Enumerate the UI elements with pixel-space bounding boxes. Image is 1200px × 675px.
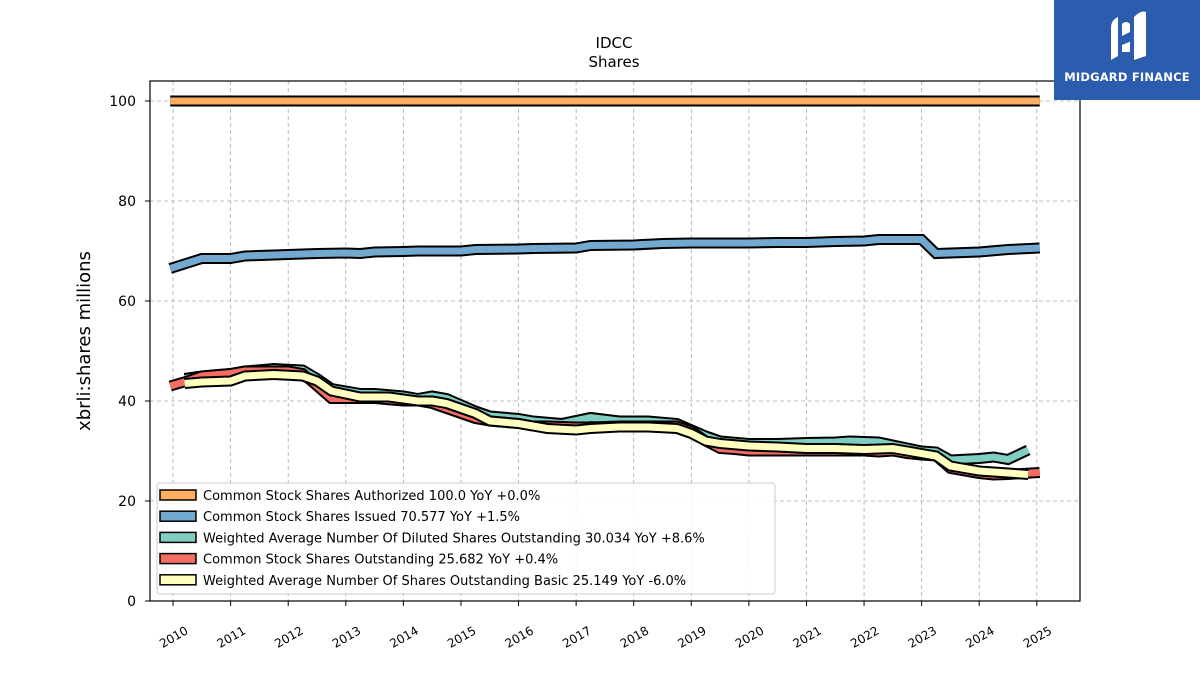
series-2 <box>168 234 1040 274</box>
y-tick-label: 40 <box>118 394 136 410</box>
plot-frame <box>149 80 1081 602</box>
midgard-logo-icon <box>1111 11 1146 60</box>
x-tick-label: 2025 <box>1021 623 1054 650</box>
y-axis-ticks: 0 20 40 60 80 100 <box>109 94 150 610</box>
series-5 <box>184 368 1029 480</box>
legend-swatch <box>159 510 197 522</box>
x-tick-label: 2021 <box>791 623 824 650</box>
x-tick-label: 2011 <box>215 623 248 650</box>
x-tick-label: 2015 <box>445 623 478 650</box>
legend-label: Common Stock Shares Outstanding 25.682 Y… <box>203 553 558 568</box>
series-line <box>169 236 1040 272</box>
x-tick-label: 2020 <box>733 623 766 650</box>
x-tick-label: 2010 <box>157 623 190 650</box>
y-tick-label: 0 <box>127 594 136 610</box>
x-tick-label: 2014 <box>387 623 420 650</box>
series-lines <box>168 95 1041 481</box>
legend: Common Stock Shares Authorized 100.0 YoY… <box>156 482 776 595</box>
legend-swatch <box>159 531 197 544</box>
x-tick-label: 2022 <box>848 623 881 650</box>
legend-label: Common Stock Shares Authorized 100.0 YoY… <box>203 489 540 504</box>
x-axis-ticks: 2010 2011 2012 2013 2014 2015 2016 2017 2018 2019… <box>157 601 1054 651</box>
legend-swatch <box>159 574 197 586</box>
brand-name: MIDGARD FINANCE <box>1064 70 1190 84</box>
legend-swatch <box>159 489 197 501</box>
x-tick-label: 2012 <box>272 623 305 650</box>
logo-badge: MIDGARD FINANCE <box>1054 0 1200 100</box>
x-tick-label: 2019 <box>675 623 708 650</box>
x-tick-label: 2024 <box>963 623 996 650</box>
chart-title-line2: Shares <box>588 53 639 71</box>
x-tick-label: 2017 <box>560 623 593 650</box>
y-tick-label: 60 <box>118 294 136 310</box>
y-tick-label: 80 <box>118 194 136 210</box>
legend-frame <box>156 482 776 595</box>
legend-label: Weighted Average Number Of Shares Outsta… <box>203 574 686 589</box>
legend-swatch <box>159 552 197 565</box>
y-tick-label: 20 <box>118 494 136 510</box>
chart-title-line1: IDCC <box>596 34 633 52</box>
x-tick-label: 2018 <box>618 623 651 650</box>
series-line <box>184 370 1029 478</box>
y-tick-label: 100 <box>109 94 136 110</box>
x-tick-label: 2013 <box>330 623 363 650</box>
gridlines <box>150 81 1080 602</box>
x-tick-label: 2016 <box>503 623 536 650</box>
x-tick-label: 2023 <box>906 623 939 650</box>
legend-label: Common Stock Shares Issued 70.577 YoY +1… <box>203 510 520 525</box>
y-axis-label: xbrli:shares millions <box>74 251 95 431</box>
legend-label: Weighted Average Number Of Diluted Share… <box>203 531 705 546</box>
